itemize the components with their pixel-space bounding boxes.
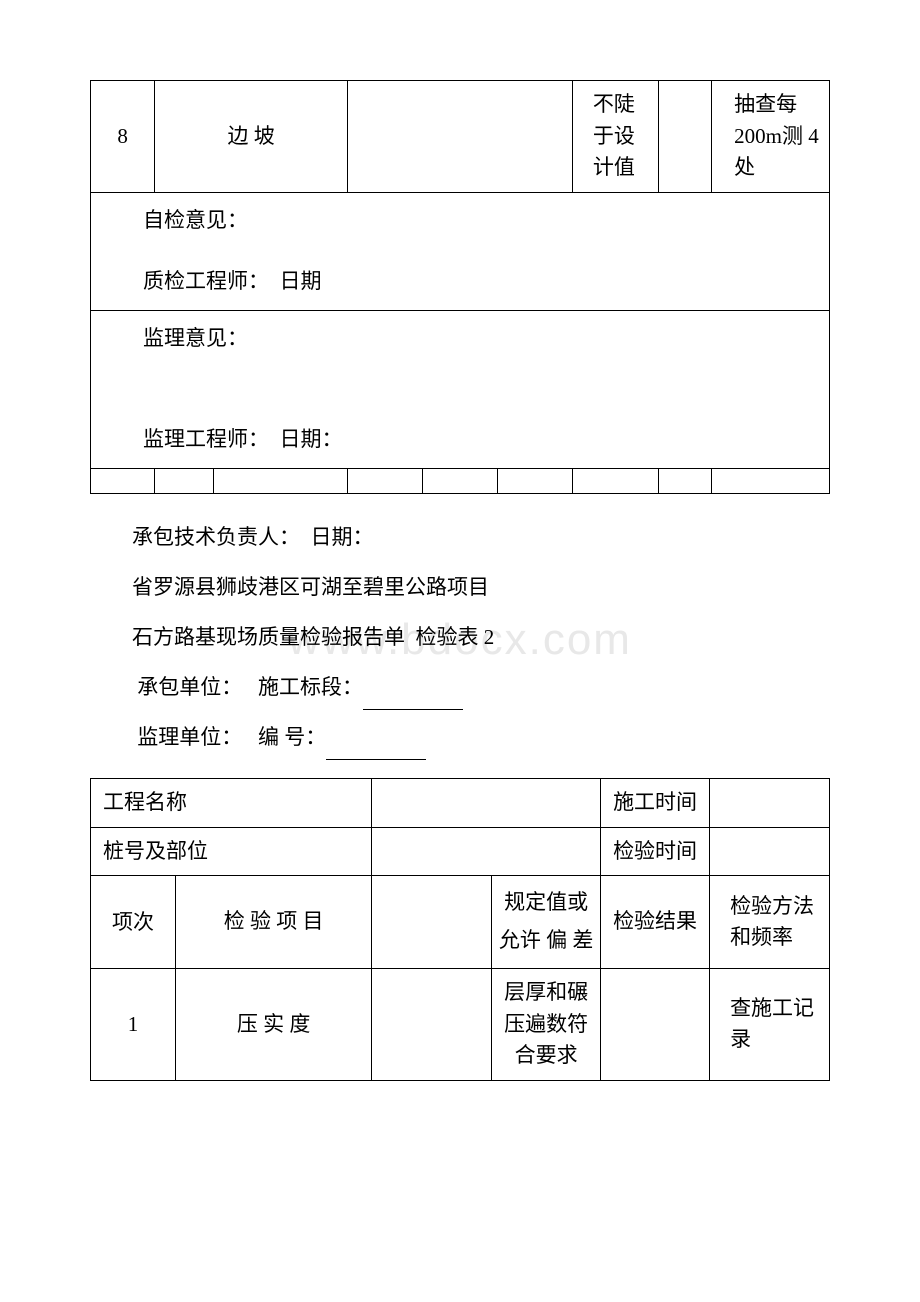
table-row: 桩号及部位 检验时间 bbox=[91, 827, 830, 876]
project-name-label: 工程名称 bbox=[91, 779, 372, 828]
date-label: 日期 bbox=[280, 269, 322, 293]
spec-header: 规定值或允许 偏 差 bbox=[492, 876, 601, 969]
small-cell bbox=[422, 468, 497, 493]
small-row bbox=[91, 468, 830, 493]
row-spec: 层厚和碾压遍数符合要求 bbox=[492, 969, 601, 1081]
supervision-engineer-line: 监理工程师： 日期： bbox=[101, 424, 819, 456]
self-opinion-label: 自检意见： bbox=[101, 205, 819, 237]
supervisor-label: 监理单位： bbox=[137, 725, 242, 749]
construction-time-label: 施工时间 bbox=[601, 779, 710, 828]
small-cell bbox=[712, 468, 830, 493]
report-title-line: 石方路基现场质量检验报告单 检验表 2 bbox=[90, 614, 830, 660]
supervision-opinion-row: 监理意见： 监理工程师： 日期： bbox=[91, 310, 830, 468]
small-cell bbox=[497, 468, 572, 493]
row-num: 8 bbox=[91, 81, 155, 193]
section-label: 施工标段： bbox=[258, 675, 363, 699]
tech-leader-line: 承包技术负责人： 日期： bbox=[90, 514, 830, 560]
inspection-time-value bbox=[710, 827, 830, 876]
report-title: 石方路基现场质量检验报告单 bbox=[132, 625, 405, 649]
project-name-value bbox=[372, 779, 601, 828]
contractor-label: 承包单位： bbox=[137, 675, 242, 699]
qc-engineer-label: 质检工程师： bbox=[143, 269, 269, 293]
qc-engineer-line: 质检工程师： 日期 bbox=[101, 266, 819, 298]
row-num: 1 bbox=[91, 969, 176, 1081]
tech-leader-label: 承包技术负责人： bbox=[132, 525, 300, 549]
row-method: 查施工记录 bbox=[710, 969, 830, 1081]
item-num-header: 项次 bbox=[91, 876, 176, 969]
result-header: 检验结果 bbox=[601, 876, 710, 969]
method-header: 检验方法和频率 bbox=[710, 876, 830, 969]
self-opinion-row: 自检意见： 质检工程师： 日期 bbox=[91, 192, 830, 310]
inspection-item-header: 检 验 项 目 bbox=[176, 876, 372, 969]
table-row: 1 压 实 度 层厚和碾压遍数符合要求 查施工记录 bbox=[91, 969, 830, 1081]
row-item: 压 实 度 bbox=[176, 969, 372, 1081]
underline bbox=[326, 737, 426, 760]
row-spec: 不陡于设计值 bbox=[572, 81, 658, 193]
row-method: 抽查每200m测 4处 bbox=[712, 81, 830, 193]
row-item: 边 坡 bbox=[155, 81, 348, 193]
inspection-table-2: 工程名称 施工时间 桩号及部位 检验时间 项次 检 验 项 目 规定值或允许 偏… bbox=[90, 778, 830, 1080]
date-label-2: 日期： bbox=[280, 427, 343, 451]
row-result bbox=[658, 81, 712, 193]
number-label: 编 号： bbox=[258, 725, 326, 749]
small-cell bbox=[348, 468, 423, 493]
form-number: 检验表 2 bbox=[416, 625, 495, 649]
contractor-line: 承包单位： 施工标段： bbox=[90, 664, 830, 710]
small-cell bbox=[572, 468, 658, 493]
row-empty bbox=[372, 969, 492, 1081]
construction-time-value bbox=[710, 779, 830, 828]
table-header-row: 项次 检 验 项 目 规定值或允许 偏 差 检验结果 检验方法和频率 bbox=[91, 876, 830, 969]
underline bbox=[363, 687, 463, 710]
small-cell bbox=[91, 468, 155, 493]
self-opinion-cell: 自检意见： 质检工程师： 日期 bbox=[91, 192, 830, 310]
small-cell bbox=[155, 468, 214, 493]
date-label-3: 日期： bbox=[311, 525, 374, 549]
inspection-table-1: 8 边 坡 不陡于设计值 抽查每200m测 4处 自检意见： 质检工程师： 日期… bbox=[90, 80, 830, 494]
supervision-engineer-label: 监理工程师： bbox=[143, 427, 269, 451]
supervision-opinion-cell: 监理意见： 监理工程师： 日期： bbox=[91, 310, 830, 468]
inspection-time-label: 检验时间 bbox=[601, 827, 710, 876]
table-row: 工程名称 施工时间 bbox=[91, 779, 830, 828]
row-empty bbox=[348, 81, 573, 193]
project-title: 省罗源县狮歧港区可湖至碧里公路项目 bbox=[90, 564, 830, 610]
small-cell bbox=[658, 468, 712, 493]
supervisor-line: 监理单位： 编 号： bbox=[90, 714, 830, 760]
supervision-opinion-label: 监理意见： bbox=[101, 323, 819, 355]
empty-header bbox=[372, 876, 492, 969]
stake-location-value bbox=[372, 827, 601, 876]
small-cell bbox=[214, 468, 348, 493]
row-result bbox=[601, 969, 710, 1081]
body-text-block: 承包技术负责人： 日期： 省罗源县狮歧港区可湖至碧里公路项目 石方路基现场质量检… bbox=[90, 514, 830, 761]
table-row: 8 边 坡 不陡于设计值 抽查每200m测 4处 bbox=[91, 81, 830, 193]
stake-location-label: 桩号及部位 bbox=[91, 827, 372, 876]
